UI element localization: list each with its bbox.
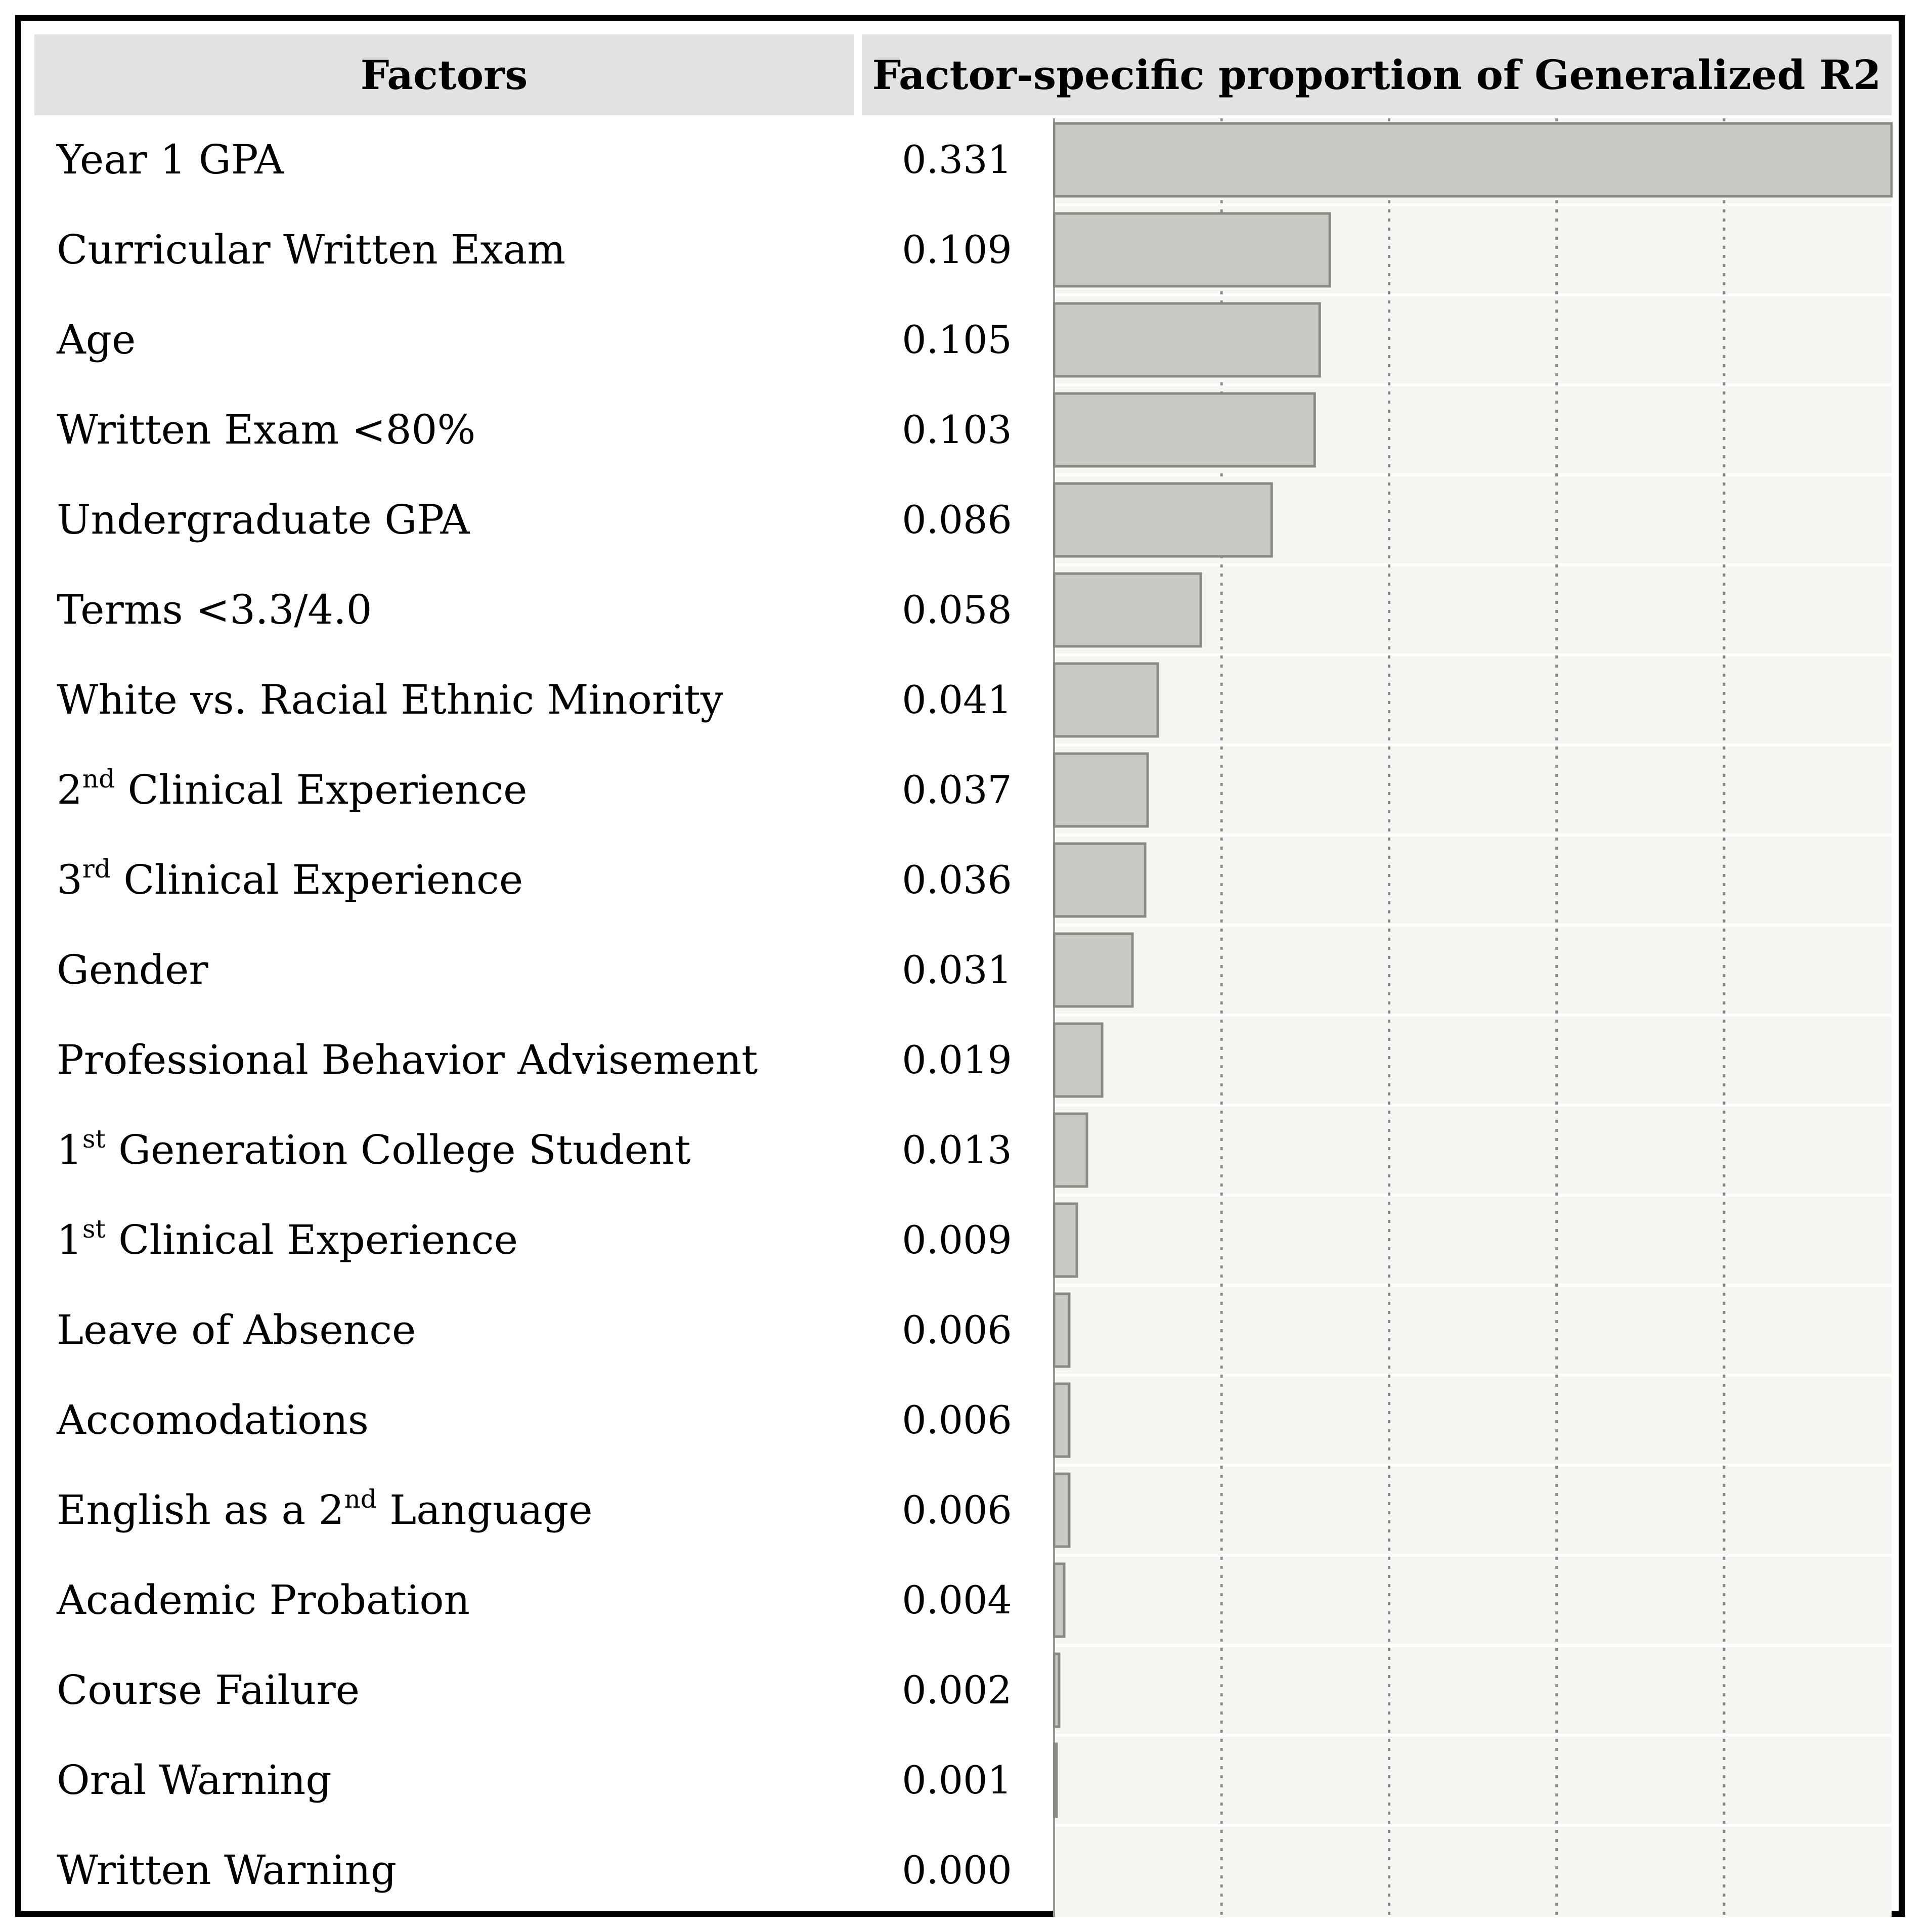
factor-label-text: English as a 2 (57, 1486, 344, 1533)
bar (1053, 212, 1331, 288)
value-label: 0.031 (902, 947, 1012, 992)
factor-label-text: Curricular Written Exam (57, 226, 566, 273)
factor-label: Gender (57, 945, 208, 995)
bar (1053, 1292, 1071, 1368)
factor-label: Accomodations (57, 1395, 369, 1445)
value-label: 0.001 (902, 1758, 1012, 1803)
factor-label-text: Terms <3.3/4.0 (57, 586, 372, 633)
factor-label-text: 1 (57, 1216, 82, 1263)
factor-label-text: 1 (57, 1126, 82, 1173)
factor-label-text: Clinical Experience (105, 1216, 518, 1263)
factor-label-text: Written Warning (57, 1847, 397, 1894)
value-label: 0.103 (902, 407, 1012, 452)
bar (1053, 752, 1149, 828)
factor-label-text: Academic Probation (57, 1576, 470, 1623)
factor-label-text: Generation College Student (105, 1126, 691, 1173)
factor-label-text: Gender (57, 946, 208, 993)
factor-label: Academic Probation (57, 1575, 470, 1626)
factor-label: Age (57, 315, 136, 365)
value-label: 0.013 (902, 1127, 1012, 1172)
bar (1053, 302, 1321, 378)
factor-label: English as a 2nd Language (57, 1485, 593, 1535)
factor-label-text: Clinical Experience (115, 766, 528, 813)
value-label: 0.086 (902, 497, 1012, 542)
value-label: 0.058 (902, 587, 1012, 632)
value-label: 0.105 (902, 317, 1012, 362)
factor-label: Professional Behavior Advisement (57, 1035, 758, 1085)
factor-label-ordinal: rd (82, 854, 111, 884)
bar (1053, 572, 1202, 648)
value-label: 0.002 (902, 1667, 1012, 1713)
value-label: 0.037 (902, 767, 1012, 812)
bar (1053, 662, 1159, 738)
value-label: 0.019 (902, 1037, 1012, 1082)
bar (1053, 1112, 1088, 1188)
factor-label-text: Undergraduate GPA (57, 496, 470, 543)
factor-label: White vs. Racial Ethnic Minority (57, 675, 723, 725)
value-label: 0.006 (902, 1487, 1012, 1532)
factor-label: 2nd Clinical Experience (57, 765, 527, 815)
factor-label-text: White vs. Racial Ethnic Minority (57, 676, 724, 723)
factor-label-text: Age (57, 316, 136, 363)
value-label: 0.004 (902, 1577, 1012, 1622)
header-r2-proportion: Factor-specific proportion of Generalize… (862, 34, 1892, 115)
value-label: 0.036 (902, 857, 1012, 902)
factor-label-ordinal: st (82, 1214, 106, 1244)
factor-label-text: Clinical Experience (110, 856, 523, 903)
factor-label: Curricular Written Exam (57, 225, 565, 275)
factor-label: 1st Generation College Student (57, 1125, 691, 1175)
factor-label-text: Course Failure (57, 1666, 360, 1714)
factor-label-text: 3 (57, 856, 82, 903)
factor-label: Terms <3.3/4.0 (57, 585, 372, 635)
factor-label-ordinal: nd (344, 1484, 377, 1514)
factor-label-text: Professional Behavior Advisement (57, 1036, 758, 1083)
factor-label-text: Oral Warning (57, 1757, 332, 1804)
bar-chart (1053, 118, 1893, 1917)
bar (1053, 1022, 1104, 1098)
factor-label: Written Exam <80% (57, 405, 475, 455)
value-label: 0.109 (902, 227, 1012, 272)
figure-frame: Factors Factor-specific proportion of Ge… (15, 15, 1905, 1917)
factor-label: 1st Clinical Experience (57, 1215, 518, 1265)
factor-label-text: Year 1 GPA (57, 136, 284, 183)
bar (1053, 1562, 1066, 1638)
value-label: 0.331 (902, 137, 1012, 182)
factor-label: Undergraduate GPA (57, 495, 469, 545)
factor-label: Course Failure (57, 1665, 360, 1716)
bar (1053, 392, 1316, 468)
factor-label: 3rd Clinical Experience (57, 855, 523, 905)
factor-label-ordinal: nd (82, 764, 115, 794)
factor-label-text: Language (376, 1486, 593, 1533)
factor-label: Leave of Absence (57, 1305, 416, 1355)
factor-label: Year 1 GPA (57, 135, 284, 185)
factor-label-text: 2 (57, 766, 82, 813)
bar (1053, 842, 1147, 918)
factor-label-text: Accomodations (57, 1396, 369, 1443)
factor-label-text: Written Exam <80% (57, 406, 476, 453)
header-factors: Factors (34, 34, 854, 115)
factor-label-ordinal: st (82, 1124, 106, 1154)
bar (1053, 1742, 1058, 1818)
plot-background (1054, 118, 1892, 1917)
value-label: 0.009 (902, 1217, 1012, 1262)
value-label: 0.041 (902, 677, 1012, 722)
bar (1053, 1382, 1071, 1458)
factor-label: Oral Warning (57, 1755, 332, 1806)
bar (1053, 122, 1893, 198)
value-label: 0.006 (902, 1307, 1012, 1352)
factor-label-text: Leave of Absence (57, 1306, 416, 1353)
value-label: 0.006 (902, 1397, 1012, 1442)
bar (1053, 482, 1273, 558)
bar (1053, 1652, 1061, 1728)
value-label: 0.000 (902, 1848, 1012, 1893)
bar (1053, 932, 1134, 1008)
factor-label: Written Warning (57, 1845, 397, 1896)
bar (1053, 1472, 1071, 1548)
bar (1053, 1202, 1078, 1278)
